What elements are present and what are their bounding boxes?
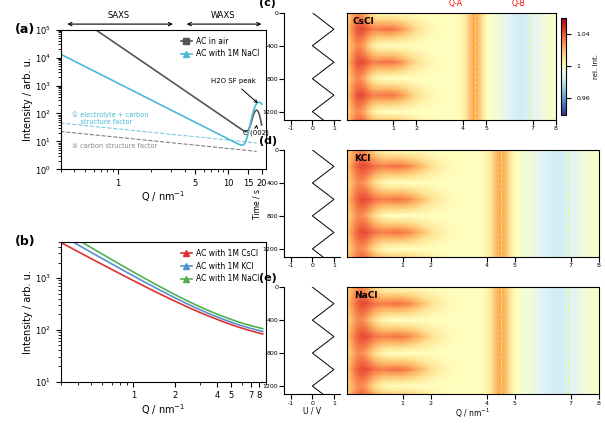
Text: KCl: KCl: [354, 154, 370, 163]
Text: (b): (b): [15, 235, 36, 248]
Text: ① electrolyte + carbon
    structure factor: ① electrolyte + carbon structure factor: [72, 111, 148, 125]
X-axis label: Q / nm$^{-1}$: Q / nm$^{-1}$: [141, 190, 186, 204]
Text: (c): (c): [259, 0, 276, 8]
X-axis label: Q / nm$^{-1}$: Q / nm$^{-1}$: [455, 407, 490, 420]
Y-axis label: rel. int.: rel. int.: [593, 54, 599, 79]
Text: WAXS: WAXS: [211, 11, 235, 20]
Text: (a): (a): [15, 23, 36, 36]
Text: (e): (e): [259, 273, 277, 283]
Y-axis label: Intensity / arb. u.: Intensity / arb. u.: [24, 270, 33, 354]
Text: H2O SF peak: H2O SF peak: [211, 78, 257, 103]
Y-axis label: Intensity / arb. u.: Intensity / arb. u.: [23, 58, 33, 142]
Text: CsCl: CsCl: [353, 17, 374, 26]
X-axis label: U / V: U / V: [303, 407, 321, 416]
Text: C (002): C (002): [243, 126, 269, 136]
Text: Q-B: Q-B: [511, 0, 525, 8]
Text: Q-A: Q-A: [448, 0, 462, 8]
Legend: AC with 1M CsCl, AC with 1M KCl, AC with 1M NaCl: AC with 1M CsCl, AC with 1M KCl, AC with…: [178, 246, 263, 287]
Text: ② carbon structure factor: ② carbon structure factor: [72, 143, 157, 149]
Text: NaCl: NaCl: [354, 291, 378, 301]
Legend: AC in air, AC with 1M NaCl: AC in air, AC with 1M NaCl: [178, 33, 263, 61]
Text: SAXS: SAXS: [107, 11, 129, 20]
X-axis label: Q / nm$^{-1}$: Q / nm$^{-1}$: [141, 402, 186, 416]
Text: (d): (d): [259, 136, 277, 145]
Y-axis label: Time / s: Time / s: [252, 189, 261, 218]
